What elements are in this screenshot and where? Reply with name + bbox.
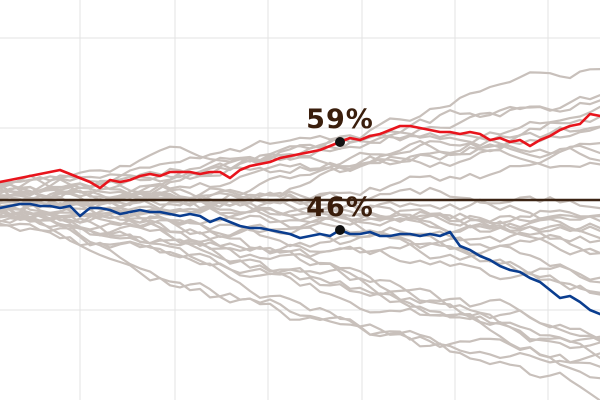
annotation-label: 46% <box>306 192 374 223</box>
annotation-label: 59% <box>306 104 374 135</box>
background-series-line <box>0 215 600 360</box>
background-series-line <box>0 222 600 364</box>
annotation-dot <box>335 225 345 235</box>
highlighted-series-line <box>0 112 600 190</box>
background-series-line <box>0 207 600 380</box>
background-series-line <box>0 126 600 192</box>
highlighted-series-group <box>0 112 600 316</box>
background-series-line <box>0 139 600 199</box>
background-series-group <box>0 68 600 400</box>
background-series-line <box>0 142 600 219</box>
background-series-line <box>0 195 600 235</box>
background-series-line <box>0 206 600 294</box>
background-series-line <box>0 208 600 281</box>
annotation-dot <box>335 137 345 147</box>
background-series-line <box>0 125 600 212</box>
background-series-line <box>0 130 600 203</box>
annotation-group: 59% 46% <box>306 104 374 235</box>
highlighted-series-line <box>0 202 600 316</box>
background-series-line <box>0 182 600 296</box>
background-series-line <box>0 99 600 217</box>
background-series-line <box>0 216 600 341</box>
background-series-line <box>0 115 600 185</box>
background-series-line <box>0 174 600 233</box>
